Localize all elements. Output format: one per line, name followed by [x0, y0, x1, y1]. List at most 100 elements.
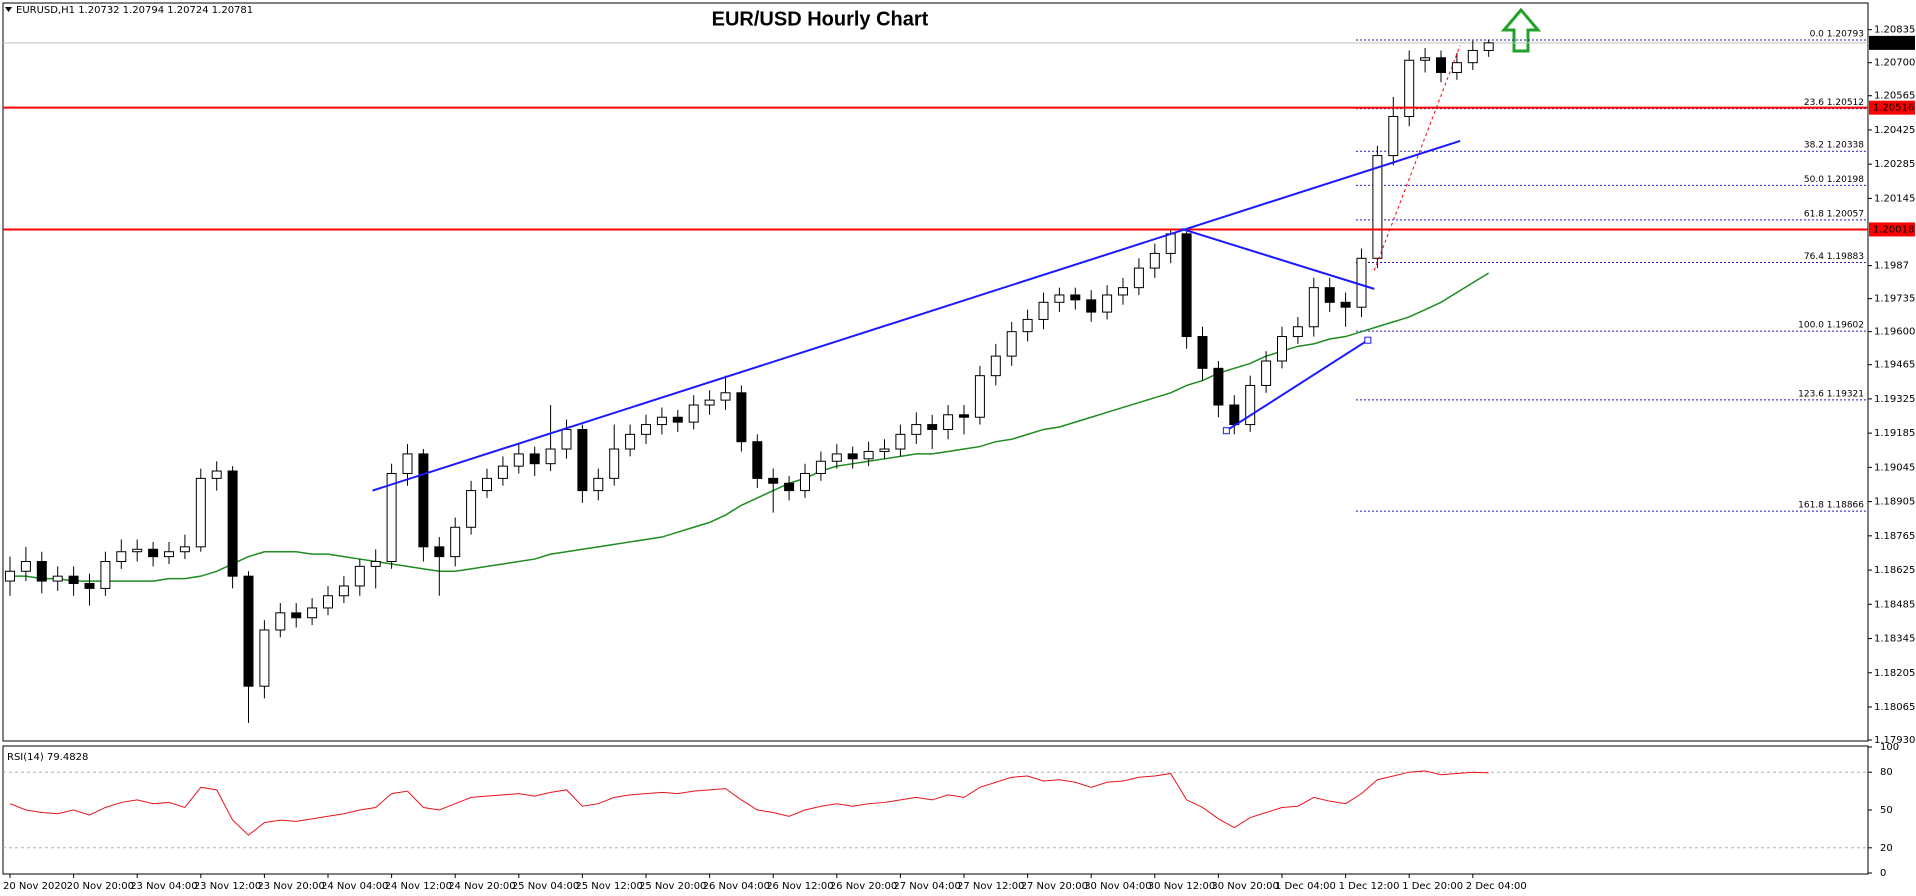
candle-body [5, 570, 15, 582]
x-tick-label: 26 Nov 04:00 [703, 881, 770, 892]
candle-body [1451, 62, 1462, 73]
candle-body [132, 548, 143, 553]
x-tick-label: 23 Nov 12:00 [194, 881, 261, 892]
x-tick-label: 1 Dec 20:00 [1402, 881, 1463, 892]
x-tick-label: 25 Nov 12:00 [575, 881, 642, 892]
x-tick-label: 25 Nov 04:00 [512, 881, 579, 892]
candle-body [1483, 42, 1494, 51]
x-tick-label: 1 Dec 04:00 [1275, 881, 1336, 892]
candle-body [211, 470, 222, 479]
candle-body [1197, 336, 1208, 369]
y-tick-label: 1.18485 [1874, 599, 1915, 610]
candle-body [354, 565, 365, 587]
candle-body [434, 546, 445, 558]
fib-label: 161.8 1.18866 [1798, 501, 1864, 511]
candle-body [720, 392, 731, 401]
x-tick-label: 2 Dec 04:00 [1466, 881, 1527, 892]
candle-body [1213, 367, 1224, 406]
x-tick-label: 30 Nov 12:00 [1148, 881, 1215, 892]
y-tick-label: 80 [1880, 767, 1893, 778]
rsi-panel [2, 745, 1869, 875]
candle-body [52, 575, 63, 582]
candle-body [879, 448, 890, 452]
candle-body [943, 414, 954, 430]
y-tick-label: 1.18625 [1874, 565, 1915, 576]
trendline [1225, 339, 1369, 432]
candle-body [831, 453, 842, 462]
x-tick-label: 24 Nov 20:00 [448, 881, 515, 892]
fib-label: 23.6 1.20512 [1804, 98, 1864, 108]
candle-body [656, 416, 667, 426]
y-tick-label: 1.17930 [1874, 735, 1915, 746]
y-tick-label: 1.20425 [1874, 125, 1915, 136]
candle-body [227, 470, 238, 577]
candle-body [593, 477, 604, 492]
y-tick-label: 1.19325 [1874, 394, 1915, 405]
candle-body [1070, 294, 1081, 301]
candle-body [275, 612, 286, 631]
candle-body [911, 424, 922, 435]
candle-body [1229, 404, 1240, 426]
x-tick-label: 20 Nov 2020 [3, 881, 67, 892]
candle-body [1436, 57, 1446, 73]
trendline [1181, 228, 1375, 290]
candle-body [164, 551, 174, 558]
y-tick-label: 100 [1880, 742, 1899, 753]
candle-body [1292, 326, 1303, 338]
fib-label: 50.0 1.20198 [1804, 175, 1864, 185]
y-tick-label: 1.19045 [1874, 462, 1915, 473]
candle-body [1086, 299, 1097, 313]
candle-body [927, 424, 938, 430]
trendline-anchor [1222, 427, 1230, 435]
rsi-line [9, 770, 1489, 836]
candle-body [895, 433, 906, 450]
x-tick-label: 26 Nov 12:00 [766, 881, 833, 892]
x-tick-label: 25 Nov 20:00 [639, 881, 706, 892]
candle-body [990, 355, 1001, 377]
y-tick-label: 1.1987 [1874, 261, 1909, 272]
price-box [1869, 100, 1915, 115]
candle-body [291, 612, 302, 619]
y-tick-label: 1.18345 [1874, 634, 1915, 645]
moving-average [10, 272, 1490, 582]
candle-body [323, 595, 333, 609]
candle-body [195, 477, 206, 548]
candle-body [1245, 384, 1256, 426]
candle-body [1038, 301, 1049, 320]
last-price-label: 1.20781 [1873, 38, 1914, 49]
trendline-anchor [1364, 336, 1372, 344]
candle-body [1006, 331, 1017, 357]
candle-body [672, 416, 683, 423]
y-tick-label: 1.19185 [1874, 428, 1915, 439]
candle-body [84, 583, 95, 589]
candle-body [1133, 267, 1144, 289]
candle-body [402, 453, 413, 474]
candle-body [815, 460, 826, 474]
candle-body [577, 428, 588, 492]
candle-body [1404, 59, 1415, 117]
candle-body [688, 404, 699, 423]
y-tick-label: 1.20700 [1874, 58, 1915, 69]
y-tick-label: 1.20145 [1874, 193, 1915, 204]
x-tick-label: 27 Nov 04:00 [893, 881, 960, 892]
candle-body [704, 399, 715, 406]
candle-body [20, 561, 31, 572]
candle-body [1181, 233, 1192, 338]
fib-label: 100.0 1.19602 [1798, 321, 1864, 331]
candle-body [545, 448, 556, 465]
candle-body [1149, 252, 1160, 269]
price-box [1869, 222, 1915, 237]
y-tick-label: 1.18065 [1874, 702, 1915, 713]
fib-label: 123.6 1.19321 [1798, 389, 1864, 399]
y-tick-label: 1.20285 [1874, 159, 1915, 170]
x-tick-label: 23 Nov 20:00 [257, 881, 324, 892]
fib-label: 61.8 1.20057 [1804, 209, 1864, 219]
candle-body [466, 490, 477, 528]
candle-body [641, 424, 651, 435]
candle-body [1356, 257, 1367, 308]
price-box-label: 1.20516 [1873, 103, 1914, 114]
candle-body [625, 433, 636, 450]
candle-body [450, 526, 461, 558]
x-tick-label: 1 Dec 12:00 [1339, 881, 1400, 892]
